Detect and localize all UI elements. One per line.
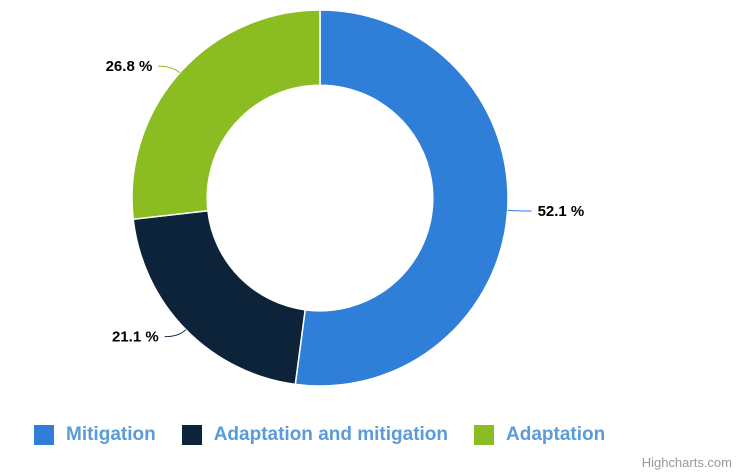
credits-link[interactable]: Highcharts.com [641, 455, 732, 470]
labels-layer: 52.1 % 21.1 % 26.8 % [106, 58, 585, 346]
connector-mitigation [507, 209, 532, 212]
legend-item-adaptation-and-mitigation[interactable]: Adaptation and mitigation [181, 424, 449, 446]
slice-adaptation[interactable] [131, 9, 321, 221]
donut-chart: 52.1 % 21.1 % 26.8 % [106, 9, 585, 387]
connector-adaptation-and-mitigation [164, 329, 187, 338]
legend-label-adaptation-and-mitigation: Adaptation and mitigation [213, 424, 449, 445]
slice-adaptation-and-mitigation[interactable] [132, 209, 307, 386]
legend: Mitigation Adaptation and mitigation Ada… [34, 424, 605, 446]
legend-swatch-adaptation-and-mitigation [181, 425, 202, 445]
legend-item-mitigation[interactable]: Mitigation [34, 424, 156, 446]
slices-layer [131, 9, 509, 387]
legend-swatch-mitigation [34, 425, 54, 445]
connector-adaptation [158, 65, 181, 74]
legend-label-adaptation: Adaptation [506, 424, 606, 445]
connectors-layer [158, 65, 532, 338]
legend-swatch-adaptation [474, 425, 495, 445]
legend-item-adaptation[interactable]: Adaptation [474, 424, 605, 446]
data-label-adaptation-and-mitigation: 21.1 % [112, 329, 159, 346]
data-label-mitigation: 52.1 % [538, 203, 585, 220]
slice-mitigation[interactable] [294, 9, 509, 387]
legend-label-mitigation: Mitigation [66, 424, 156, 445]
data-label-adaptation: 26.8 % [106, 58, 153, 75]
